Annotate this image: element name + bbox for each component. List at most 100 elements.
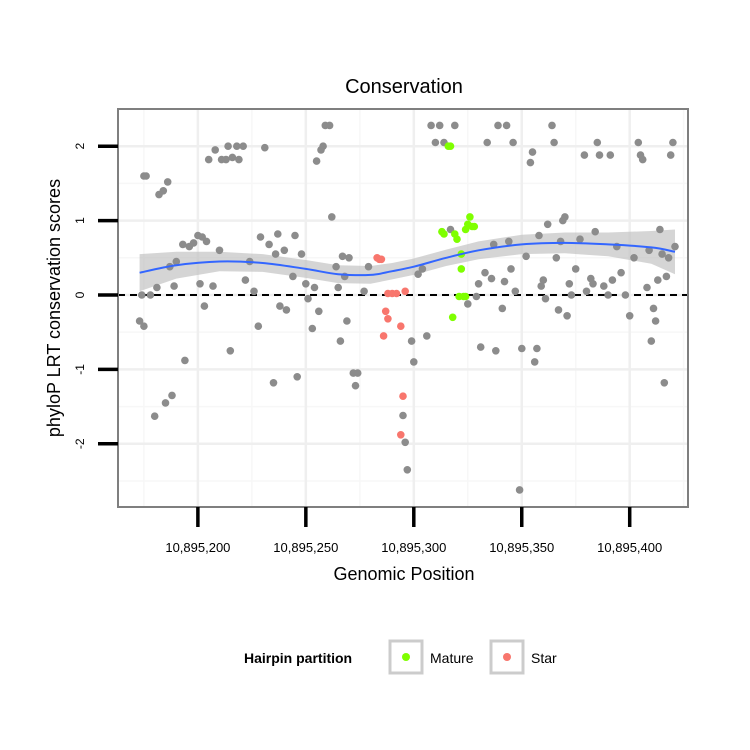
point-mature xyxy=(457,265,466,273)
point-other xyxy=(481,268,489,277)
y-tick-label: 2 xyxy=(73,143,87,150)
point-other xyxy=(537,282,545,290)
point-other xyxy=(297,250,306,258)
point-other xyxy=(435,121,444,130)
point-other xyxy=(200,302,209,310)
point-other xyxy=(649,304,658,313)
point-other xyxy=(571,265,580,273)
point-other xyxy=(163,178,172,186)
point-other xyxy=(509,138,517,147)
point-other xyxy=(589,280,597,288)
point-other xyxy=(150,412,159,421)
point-other xyxy=(209,282,217,290)
point-other xyxy=(310,283,319,292)
point-other xyxy=(464,300,472,308)
point-other xyxy=(181,356,189,365)
point-star xyxy=(379,332,388,340)
point-other xyxy=(159,187,168,195)
point-other xyxy=(515,486,524,494)
point-other xyxy=(289,272,297,281)
point-other xyxy=(550,138,558,147)
y-axis-ticks: -2 -1 0 1 2 xyxy=(73,143,118,449)
point-other xyxy=(204,155,213,164)
point-other xyxy=(492,347,500,355)
x-tick-label: 10,895,200 xyxy=(165,540,230,555)
point-other xyxy=(541,294,550,303)
point-other xyxy=(215,246,224,255)
point-other xyxy=(226,347,235,355)
point-other xyxy=(153,283,161,292)
point-other xyxy=(142,172,150,180)
point-mature xyxy=(448,313,457,322)
point-star xyxy=(384,315,392,323)
point-other xyxy=(651,317,660,325)
point-other xyxy=(543,220,552,229)
point-other xyxy=(202,237,211,246)
y-tick-label: 0 xyxy=(73,291,87,298)
point-other xyxy=(170,282,178,290)
point-other xyxy=(533,344,541,353)
point-other xyxy=(643,283,651,292)
point-other xyxy=(552,253,561,262)
point-other xyxy=(647,337,656,345)
point-other xyxy=(228,153,237,162)
y-tick-label: -1 xyxy=(73,364,87,375)
point-other xyxy=(140,322,148,331)
point-other xyxy=(235,155,243,164)
point-other xyxy=(233,142,241,150)
point-other xyxy=(671,242,679,251)
point-other xyxy=(407,337,416,345)
point-other xyxy=(576,235,584,243)
point-other xyxy=(319,142,327,150)
point-star xyxy=(392,289,401,298)
point-other xyxy=(172,257,181,266)
point-other xyxy=(312,157,321,165)
point-other xyxy=(669,138,677,147)
point-other xyxy=(282,306,291,314)
point-mature xyxy=(461,292,470,301)
smooth-line xyxy=(139,241,676,277)
point-other xyxy=(161,399,170,407)
point-other xyxy=(498,304,507,313)
point-other xyxy=(487,274,496,283)
point-other xyxy=(522,252,530,261)
confidence-band xyxy=(139,229,676,292)
point-other xyxy=(630,253,638,262)
point-other xyxy=(656,225,664,234)
point-other xyxy=(274,230,282,238)
point-other xyxy=(271,250,280,258)
point-other xyxy=(621,291,630,299)
point-other xyxy=(280,246,289,255)
point-other xyxy=(595,151,604,159)
point-star xyxy=(401,287,410,296)
point-other xyxy=(256,233,265,241)
x-axis-label: Genomic Position xyxy=(333,564,474,584)
point-other xyxy=(563,312,571,320)
point-other xyxy=(664,253,673,262)
point-mature xyxy=(440,230,448,238)
point-other xyxy=(334,283,343,292)
point-other xyxy=(567,291,576,299)
x-tick-label: 10,895,300 xyxy=(381,540,446,555)
point-other xyxy=(414,270,422,279)
confidence-band-layer xyxy=(139,229,676,292)
legend: Hairpin partition Mature Star xyxy=(244,639,557,675)
point-other xyxy=(189,239,198,247)
point-other xyxy=(634,138,643,147)
point-other xyxy=(168,391,176,400)
point-other xyxy=(351,381,360,390)
point-other xyxy=(293,373,302,381)
point-other xyxy=(561,213,569,221)
y-axis-label: phyloP LRT conservation scores xyxy=(44,179,64,437)
point-mature xyxy=(466,213,474,221)
x-tick-label: 10,895,250 xyxy=(273,540,338,555)
point-other xyxy=(325,121,334,130)
point-other xyxy=(315,307,323,316)
point-other xyxy=(360,287,368,296)
point-other xyxy=(431,138,440,147)
point-other xyxy=(539,276,548,284)
x-axis-ticks: 10,895,200 10,895,250 10,895,300 10,895,350… xyxy=(165,507,662,555)
point-other xyxy=(328,213,336,221)
point-other xyxy=(518,344,526,353)
